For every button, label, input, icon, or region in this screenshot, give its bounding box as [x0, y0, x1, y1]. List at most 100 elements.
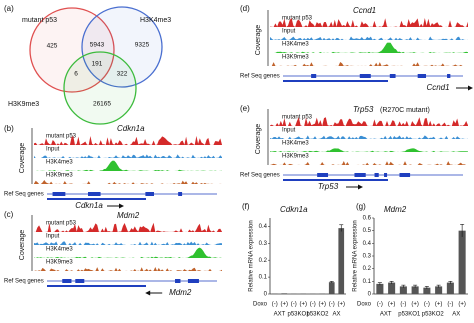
- x-tick-label: (+): [388, 302, 396, 308]
- track-label: Input: [282, 128, 296, 134]
- x-tick-label: (-): [400, 302, 406, 308]
- exon: [75, 279, 85, 283]
- y-tick-label: 0.4: [259, 224, 268, 230]
- bar: [319, 293, 326, 294]
- track-label: H3K9me3: [46, 260, 73, 266]
- panel-label: (a): [4, 4, 14, 13]
- bar: [399, 286, 407, 294]
- x-axis-label: Doxo: [253, 302, 268, 308]
- gene-arrow-head: [358, 184, 363, 190]
- exon: [178, 192, 183, 196]
- x-tick-label: (-): [310, 302, 316, 308]
- group-label: AXT: [274, 312, 286, 318]
- coverage-signal: [270, 148, 468, 152]
- track-label: H3K4me3: [46, 247, 73, 253]
- group-label: p53KO2: [306, 312, 329, 318]
- venn-set-label: H3K9me3: [8, 101, 39, 108]
- coverage-signal: [34, 135, 222, 145]
- exon: [175, 279, 181, 283]
- track-label: H3K4me3: [282, 42, 309, 48]
- exon: [354, 173, 366, 177]
- refseq-label: Ref Seq genes: [240, 173, 280, 179]
- track-label: H3K9me3: [282, 55, 309, 61]
- y-tick-label: 0.1: [259, 275, 268, 281]
- exon: [359, 74, 368, 78]
- panel-label: (c): [4, 210, 14, 219]
- venn-count: 6: [74, 71, 78, 78]
- y-tick-label: 0.5: [363, 228, 372, 234]
- bar: [423, 287, 431, 294]
- x-tick-label: (-): [377, 302, 383, 308]
- coverage-signal: [270, 18, 468, 27]
- x-tick-label: (-): [424, 302, 430, 308]
- exon: [317, 173, 329, 177]
- bar: [388, 282, 396, 294]
- venn-set-label: H3K4me3: [140, 17, 171, 24]
- venn-circle: [29, 7, 115, 93]
- venn-count: 5943: [90, 42, 105, 49]
- gene-annotation: Cdkn1a: [75, 201, 103, 210]
- group-label: p53KO2: [422, 312, 445, 318]
- exon: [384, 173, 388, 177]
- group-label: AX: [452, 312, 460, 318]
- exon: [417, 74, 427, 78]
- group-label: AXT: [380, 312, 392, 318]
- panel-label: (f): [242, 202, 250, 211]
- track-label: mutant p53: [46, 221, 77, 227]
- coverage-signal: [34, 247, 222, 258]
- exon: [389, 74, 396, 78]
- track-label: Input: [282, 29, 296, 35]
- exon: [62, 279, 70, 283]
- y-axis-label: Relative mRNA expression: [353, 220, 359, 291]
- venn-set-label: mutant p53: [22, 17, 57, 24]
- bar: [435, 286, 443, 294]
- axis-label: Coverage: [19, 143, 26, 173]
- chart-title: Cdkn1a: [280, 205, 308, 214]
- bar: [458, 230, 466, 294]
- coverage-signal: [34, 222, 222, 232]
- venn-count: 9325: [135, 42, 150, 49]
- y-tick-label: 0: [368, 292, 372, 298]
- y-tick-label: 0.3: [363, 254, 372, 260]
- gene-title: Mdm2: [117, 211, 140, 220]
- venn-count: 425: [47, 43, 58, 50]
- exon: [88, 192, 99, 196]
- y-tick-label: 0.2: [363, 266, 372, 272]
- coverage-signal: [34, 241, 222, 245]
- refseq-label: Ref Seq genes: [240, 74, 280, 80]
- refseq-label: Ref Seq genes: [4, 192, 44, 198]
- exon: [193, 279, 198, 283]
- exon: [374, 173, 379, 177]
- axis-label: Coverage: [255, 25, 262, 55]
- y-tick-label: 0.3: [259, 241, 268, 247]
- gene-arrow-head: [145, 290, 151, 296]
- gene-arrow-head: [119, 203, 124, 209]
- venn-circle: [81, 6, 163, 88]
- coverage-signal: [34, 154, 222, 158]
- bar: [300, 293, 307, 294]
- bar: [338, 228, 345, 294]
- coverage-signal: [270, 62, 468, 66]
- x-tick-label: (-): [329, 302, 335, 308]
- track-label: mutant p53: [46, 134, 77, 140]
- axis-label: Coverage: [19, 230, 26, 260]
- x-tick-label: (+): [411, 302, 419, 308]
- x-tick-label: (-): [447, 302, 453, 308]
- gene-title: Trp53: [353, 105, 374, 114]
- track-label: Input: [46, 147, 60, 153]
- track-label: mutant p53: [282, 16, 313, 22]
- gene-arrow-head: [468, 85, 473, 91]
- exon: [366, 74, 371, 78]
- panel-label: (g): [356, 202, 366, 211]
- chart-title: Mdm2: [384, 205, 407, 214]
- x-tick-label: (+): [300, 302, 308, 308]
- exon: [67, 279, 72, 283]
- gene-title: Cdkn1a: [117, 124, 145, 133]
- exon: [147, 192, 155, 196]
- track-label: H3K4me3: [282, 141, 309, 147]
- panel-label: (b): [4, 124, 14, 133]
- x-tick-label: (-): [291, 302, 297, 308]
